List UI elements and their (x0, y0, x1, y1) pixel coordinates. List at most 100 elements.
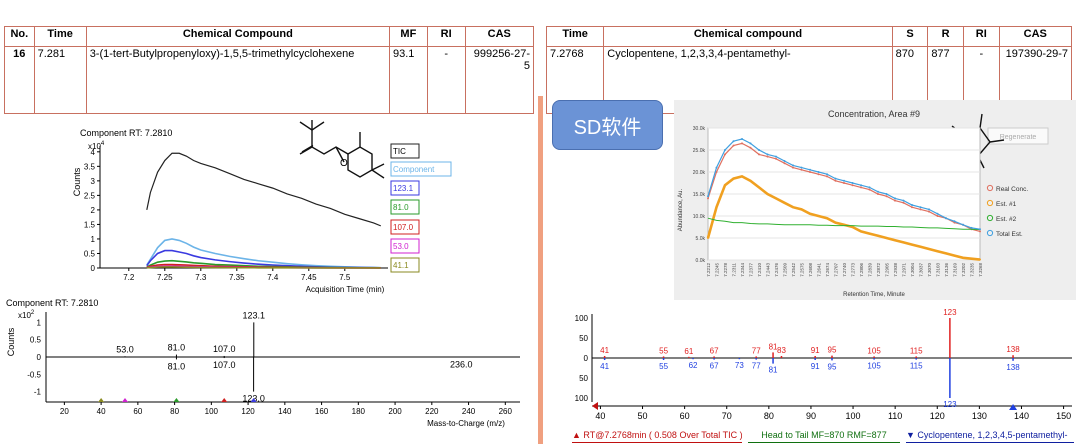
concentration-xtick-label: 7.3070 (927, 263, 932, 277)
table-row: 16 7.281 3-(1-tert-Butylpropenyloxy)-1,5… (4, 46, 535, 114)
concentration-xtick-label: 7.2344 (740, 263, 745, 277)
lib-xtick-label: 110 (888, 411, 902, 421)
concentration-chart: Concentration, Area #9 Abundance, Au. Re… (674, 100, 1076, 300)
concentration-ytick-label: 30.0k (693, 126, 706, 132)
concentration-legend-label: Real Conc. (996, 186, 1028, 193)
lib-peak-label-up: 81 (769, 342, 778, 351)
concentration-point (749, 146, 752, 149)
concentration-point (775, 155, 777, 158)
chromatogram-ytick-label: 4 (91, 148, 96, 157)
legend-label: 41.1 (393, 261, 409, 270)
concentration-point (707, 197, 709, 200)
header-ri: RI (426, 26, 466, 47)
concentration-point (911, 204, 913, 206)
spectrum-peak-label: 123.1 (243, 310, 266, 320)
spectrum-peak-label: 107.0 (213, 360, 236, 370)
concentration-xtick-label: 7.2245 (715, 263, 720, 277)
concentration-ytick-label: 15.0k (693, 192, 706, 198)
lib-left-marker (592, 402, 598, 410)
lib-peak-label-down: 105 (867, 362, 881, 371)
concentration-point (800, 166, 803, 169)
concentration-point (885, 193, 888, 195)
concentration-point (919, 206, 922, 209)
left-result-table: No. Time Chemical Compound MF RI CAS 16 … (4, 26, 535, 114)
chromatogram-xtick-label: 7.2 (123, 273, 135, 282)
chromatogram-ytick-label: 2 (91, 206, 96, 215)
concentration-point (775, 197, 777, 200)
concentration-point (936, 250, 939, 253)
concentration-point (749, 142, 752, 145)
spectrum-xtick-label: 100 (205, 407, 219, 416)
concentration-xtick-label: 7.2476 (774, 263, 779, 277)
lib-peak-label-up: 91 (811, 346, 820, 355)
lib-peak-label-up: 55 (659, 346, 668, 355)
legend-box (390, 238, 420, 254)
concentration-point (792, 166, 794, 169)
spectrum-xtick-label: 120 (241, 407, 255, 416)
concentration-legend-marker (986, 184, 994, 192)
lib-peak-label-down: 81 (769, 366, 778, 375)
concentration-point (868, 232, 871, 235)
concentration-point (766, 155, 769, 158)
lib-peak-label-up: 83 (777, 346, 786, 355)
concentration-xtick-label: 7.2443 (766, 263, 771, 277)
concentration-point (877, 193, 879, 195)
concentration-legend-marker (986, 199, 994, 207)
legend-label: TIC (393, 147, 406, 156)
lib-xtick-label: 90 (806, 411, 816, 421)
concentration-xtick-label: 7.2212 (706, 263, 711, 277)
spectrum-title: Component RT: 7.2810 (6, 298, 98, 308)
legend-label: 107.0 (393, 223, 414, 232)
concentration-xtick-label: 7.2740 (842, 263, 847, 277)
spectrum-xtick-label: 260 (499, 407, 513, 416)
lib-xtick-label: 80 (764, 411, 774, 421)
concentration-point (877, 190, 879, 193)
header-time-r: Time (545, 26, 605, 47)
concentration-point (783, 160, 786, 162)
concentration-point (715, 166, 718, 169)
spectrum-ylabel: Counts (6, 327, 16, 356)
lib-ytick-label: 100 (575, 314, 589, 323)
lib-peak-label-up: 77 (752, 346, 761, 355)
lib-xtick-label: 100 (846, 411, 861, 421)
legend-box (390, 161, 452, 177)
lib-peak-label-up: 123 (943, 308, 957, 317)
spectrum-xtick-label: 60 (133, 407, 142, 416)
concentration-xtick-label: 7.2971 (902, 263, 907, 277)
concentration-series-2 (707, 217, 981, 231)
concentration-point (902, 241, 905, 244)
concentration-point (962, 256, 964, 259)
concentration-point (851, 182, 854, 184)
lib-peak-label-down: 73 (735, 361, 744, 370)
header-no: No. (4, 26, 35, 47)
lib-peak-label-down: 67 (710, 362, 719, 371)
concentration-xtick-label: 7.2707 (834, 263, 839, 277)
concentration-ytick-label: 20.0k (693, 170, 706, 176)
concentration-point (945, 217, 947, 220)
chromatogram-ytick-label: 3.5 (84, 162, 96, 171)
concentration-point (894, 199, 896, 202)
panel-divider (538, 96, 543, 444)
concentration-point (928, 248, 930, 250)
spectrum-xtick-label: 240 (462, 407, 476, 416)
concentration-xtick-label: 7.3004 (910, 263, 915, 277)
lib-xtick-label: 150 (1056, 411, 1071, 421)
chromatogram-legend: TIC Component 123.1 81.0 107.0 53.0 41.1 (390, 143, 452, 273)
concentration-point (766, 193, 769, 195)
concentration-point (724, 184, 726, 187)
lib-ytick-label: 0 (584, 354, 589, 363)
chromatogram-xtick-label: 7.35 (229, 273, 245, 282)
lib-peak-label-down: 55 (659, 362, 668, 371)
concentration-point (979, 228, 981, 231)
concentration-point (902, 201, 905, 204)
chromatogram-xlabel: Acquisition Time (min) (306, 285, 385, 294)
concentration-point (800, 208, 803, 211)
spectrum-xtick-label: 80 (170, 407, 179, 416)
lib-xtick-label: 40 (595, 411, 605, 421)
concentration-point (800, 168, 803, 171)
concentration-legend-label: Total Est. (996, 231, 1023, 238)
concentration-point (707, 195, 709, 198)
chromatogram-xtick-label: 7.4 (267, 273, 279, 282)
concentration-legend-label: Est. #2 (996, 216, 1017, 223)
concentration-ytick-label: 10.0k (693, 214, 706, 220)
